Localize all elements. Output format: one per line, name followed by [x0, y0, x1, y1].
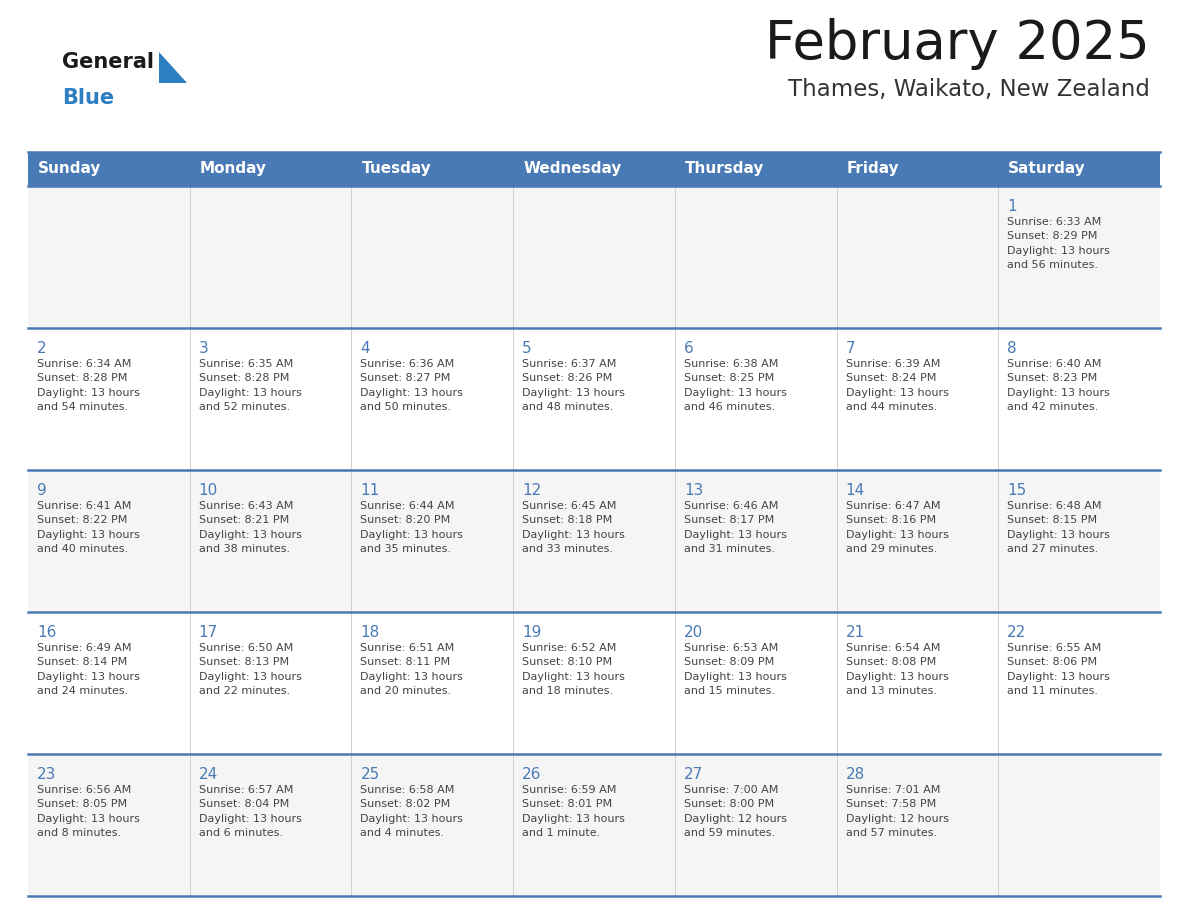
Text: Sunrise: 6:44 AM
Sunset: 8:20 PM
Daylight: 13 hours
and 35 minutes.: Sunrise: 6:44 AM Sunset: 8:20 PM Dayligh…	[360, 501, 463, 554]
Text: General: General	[62, 52, 154, 72]
Text: Wednesday: Wednesday	[523, 162, 621, 176]
Text: 21: 21	[846, 625, 865, 640]
Text: 12: 12	[523, 483, 542, 498]
Text: February 2025: February 2025	[765, 18, 1150, 70]
Text: Sunrise: 6:50 AM
Sunset: 8:13 PM
Daylight: 13 hours
and 22 minutes.: Sunrise: 6:50 AM Sunset: 8:13 PM Dayligh…	[198, 643, 302, 696]
Text: Sunrise: 6:59 AM
Sunset: 8:01 PM
Daylight: 13 hours
and 1 minute.: Sunrise: 6:59 AM Sunset: 8:01 PM Dayligh…	[523, 785, 625, 838]
Text: Sunrise: 7:01 AM
Sunset: 7:58 PM
Daylight: 12 hours
and 57 minutes.: Sunrise: 7:01 AM Sunset: 7:58 PM Dayligh…	[846, 785, 948, 838]
Text: 27: 27	[684, 767, 703, 782]
Text: 2: 2	[37, 341, 46, 356]
Text: 8: 8	[1007, 341, 1017, 356]
Text: 1: 1	[1007, 199, 1017, 214]
Bar	[29, 152, 1159, 186]
Text: Sunrise: 6:36 AM
Sunset: 8:27 PM
Daylight: 13 hours
and 50 minutes.: Sunrise: 6:36 AM Sunset: 8:27 PM Dayligh…	[360, 359, 463, 412]
Text: Tuesday: Tuesday	[361, 162, 431, 176]
Text: Thames, Waikato, New Zealand: Thames, Waikato, New Zealand	[788, 78, 1150, 101]
Polygon shape	[159, 52, 187, 83]
Text: 14: 14	[846, 483, 865, 498]
Text: Sunrise: 6:49 AM
Sunset: 8:14 PM
Daylight: 13 hours
and 24 minutes.: Sunrise: 6:49 AM Sunset: 8:14 PM Dayligh…	[37, 643, 140, 696]
Text: Saturday: Saturday	[1009, 162, 1086, 176]
Text: 20: 20	[684, 625, 703, 640]
Text: 23: 23	[37, 767, 56, 782]
Text: Sunrise: 6:46 AM
Sunset: 8:17 PM
Daylight: 13 hours
and 31 minutes.: Sunrise: 6:46 AM Sunset: 8:17 PM Dayligh…	[684, 501, 786, 554]
Text: 11: 11	[360, 483, 380, 498]
Bar	[29, 754, 1159, 896]
Text: 15: 15	[1007, 483, 1026, 498]
Text: 10: 10	[198, 483, 217, 498]
Text: 16: 16	[37, 625, 56, 640]
Text: Sunrise: 6:35 AM
Sunset: 8:28 PM
Daylight: 13 hours
and 52 minutes.: Sunrise: 6:35 AM Sunset: 8:28 PM Dayligh…	[198, 359, 302, 412]
Bar	[29, 470, 1159, 612]
Text: 9: 9	[37, 483, 46, 498]
Text: Sunrise: 6:33 AM
Sunset: 8:29 PM
Daylight: 13 hours
and 56 minutes.: Sunrise: 6:33 AM Sunset: 8:29 PM Dayligh…	[1007, 217, 1110, 270]
Bar	[29, 186, 1159, 328]
Text: 19: 19	[523, 625, 542, 640]
Text: 26: 26	[523, 767, 542, 782]
Text: Sunrise: 6:52 AM
Sunset: 8:10 PM
Daylight: 13 hours
and 18 minutes.: Sunrise: 6:52 AM Sunset: 8:10 PM Dayligh…	[523, 643, 625, 696]
Text: Sunrise: 6:37 AM
Sunset: 8:26 PM
Daylight: 13 hours
and 48 minutes.: Sunrise: 6:37 AM Sunset: 8:26 PM Dayligh…	[523, 359, 625, 412]
Text: Sunrise: 6:56 AM
Sunset: 8:05 PM
Daylight: 13 hours
and 8 minutes.: Sunrise: 6:56 AM Sunset: 8:05 PM Dayligh…	[37, 785, 140, 838]
Text: 28: 28	[846, 767, 865, 782]
Text: Sunrise: 6:43 AM
Sunset: 8:21 PM
Daylight: 13 hours
and 38 minutes.: Sunrise: 6:43 AM Sunset: 8:21 PM Dayligh…	[198, 501, 302, 554]
Text: Sunday: Sunday	[38, 162, 101, 176]
Text: 17: 17	[198, 625, 217, 640]
Text: Sunrise: 6:58 AM
Sunset: 8:02 PM
Daylight: 13 hours
and 4 minutes.: Sunrise: 6:58 AM Sunset: 8:02 PM Dayligh…	[360, 785, 463, 838]
Text: Sunrise: 6:57 AM
Sunset: 8:04 PM
Daylight: 13 hours
and 6 minutes.: Sunrise: 6:57 AM Sunset: 8:04 PM Dayligh…	[198, 785, 302, 838]
Text: Sunrise: 6:53 AM
Sunset: 8:09 PM
Daylight: 13 hours
and 15 minutes.: Sunrise: 6:53 AM Sunset: 8:09 PM Dayligh…	[684, 643, 786, 696]
Text: 7: 7	[846, 341, 855, 356]
Text: 4: 4	[360, 341, 369, 356]
Text: 3: 3	[198, 341, 208, 356]
Text: 5: 5	[523, 341, 532, 356]
Text: Sunrise: 6:47 AM
Sunset: 8:16 PM
Daylight: 13 hours
and 29 minutes.: Sunrise: 6:47 AM Sunset: 8:16 PM Dayligh…	[846, 501, 948, 554]
Text: Blue: Blue	[62, 88, 114, 108]
Text: Sunrise: 6:51 AM
Sunset: 8:11 PM
Daylight: 13 hours
and 20 minutes.: Sunrise: 6:51 AM Sunset: 8:11 PM Dayligh…	[360, 643, 463, 696]
Text: Sunrise: 6:45 AM
Sunset: 8:18 PM
Daylight: 13 hours
and 33 minutes.: Sunrise: 6:45 AM Sunset: 8:18 PM Dayligh…	[523, 501, 625, 554]
Text: Sunrise: 6:55 AM
Sunset: 8:06 PM
Daylight: 13 hours
and 11 minutes.: Sunrise: 6:55 AM Sunset: 8:06 PM Dayligh…	[1007, 643, 1110, 696]
Text: 24: 24	[198, 767, 217, 782]
Bar	[29, 612, 1159, 754]
Text: Friday: Friday	[847, 162, 899, 176]
Text: 18: 18	[360, 625, 380, 640]
Text: Sunrise: 6:54 AM
Sunset: 8:08 PM
Daylight: 13 hours
and 13 minutes.: Sunrise: 6:54 AM Sunset: 8:08 PM Dayligh…	[846, 643, 948, 696]
Text: Sunrise: 6:39 AM
Sunset: 8:24 PM
Daylight: 13 hours
and 44 minutes.: Sunrise: 6:39 AM Sunset: 8:24 PM Dayligh…	[846, 359, 948, 412]
Text: 6: 6	[684, 341, 694, 356]
Text: Sunrise: 6:41 AM
Sunset: 8:22 PM
Daylight: 13 hours
and 40 minutes.: Sunrise: 6:41 AM Sunset: 8:22 PM Dayligh…	[37, 501, 140, 554]
Text: 22: 22	[1007, 625, 1026, 640]
Bar	[29, 328, 1159, 470]
Text: Thursday: Thursday	[684, 162, 764, 176]
Text: Sunrise: 6:40 AM
Sunset: 8:23 PM
Daylight: 13 hours
and 42 minutes.: Sunrise: 6:40 AM Sunset: 8:23 PM Dayligh…	[1007, 359, 1110, 412]
Text: 13: 13	[684, 483, 703, 498]
Text: Monday: Monday	[200, 162, 267, 176]
Text: 25: 25	[360, 767, 380, 782]
Text: Sunrise: 6:34 AM
Sunset: 8:28 PM
Daylight: 13 hours
and 54 minutes.: Sunrise: 6:34 AM Sunset: 8:28 PM Dayligh…	[37, 359, 140, 412]
Text: Sunrise: 6:48 AM
Sunset: 8:15 PM
Daylight: 13 hours
and 27 minutes.: Sunrise: 6:48 AM Sunset: 8:15 PM Dayligh…	[1007, 501, 1110, 554]
Text: Sunrise: 7:00 AM
Sunset: 8:00 PM
Daylight: 12 hours
and 59 minutes.: Sunrise: 7:00 AM Sunset: 8:00 PM Dayligh…	[684, 785, 786, 838]
Text: Sunrise: 6:38 AM
Sunset: 8:25 PM
Daylight: 13 hours
and 46 minutes.: Sunrise: 6:38 AM Sunset: 8:25 PM Dayligh…	[684, 359, 786, 412]
